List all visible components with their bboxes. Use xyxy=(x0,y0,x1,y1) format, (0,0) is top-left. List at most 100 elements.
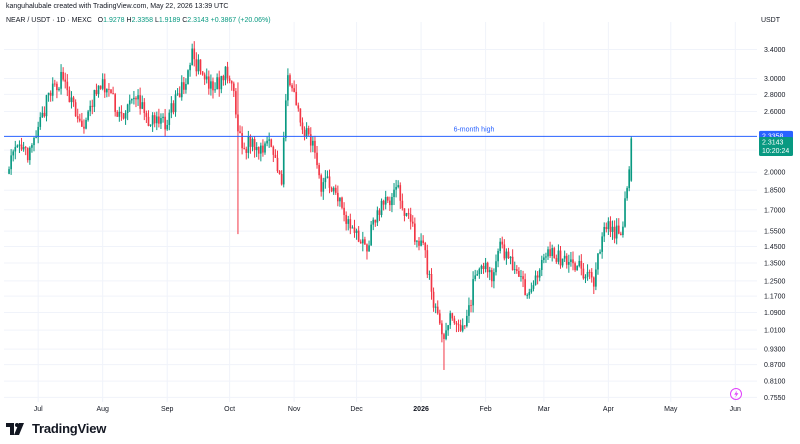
candle-body xyxy=(278,171,281,175)
candle-body xyxy=(87,111,89,120)
candle-body xyxy=(295,91,298,106)
candle-body xyxy=(41,112,44,118)
candle-body xyxy=(141,102,144,109)
candle-body xyxy=(31,145,33,148)
time-tick-label: Feb xyxy=(480,406,492,413)
candle-body xyxy=(37,126,40,138)
candle-body xyxy=(316,152,318,166)
candle-body xyxy=(359,241,362,244)
high-price-tag-text: 2.3358 xyxy=(762,133,784,140)
candle-body xyxy=(328,176,331,188)
candle-body xyxy=(513,269,516,270)
time-tick-label: May xyxy=(664,406,678,413)
time-tick-label: Dec xyxy=(350,406,363,413)
candle-body xyxy=(220,76,223,90)
lightning-icon[interactable] xyxy=(730,388,742,400)
candle-body xyxy=(58,88,60,91)
candle-body xyxy=(201,71,204,75)
candle-body xyxy=(85,119,87,129)
candle-body xyxy=(110,89,112,94)
high-line-label: 6-month high xyxy=(454,126,495,133)
candle-body xyxy=(574,263,576,271)
candle-body xyxy=(199,59,202,72)
time-tick-label: Sep xyxy=(161,406,174,413)
candle-body xyxy=(243,148,246,150)
candle-body xyxy=(64,79,67,82)
countdown-tag-text: 10:20:24 xyxy=(762,148,789,155)
candle-body xyxy=(507,251,510,259)
candle-body xyxy=(264,143,266,153)
candle-body xyxy=(582,268,585,279)
candle-body xyxy=(536,275,539,278)
candle-body xyxy=(418,240,420,246)
candle-body xyxy=(436,306,439,314)
candle-body xyxy=(222,76,225,81)
candle-body xyxy=(172,103,175,113)
candle-body xyxy=(459,324,462,331)
candle-body xyxy=(170,103,173,113)
candle-body xyxy=(441,323,443,335)
candle-body xyxy=(270,139,273,147)
candle-body xyxy=(83,126,85,129)
candle-body xyxy=(268,139,270,141)
candle-body xyxy=(78,118,81,121)
candle-body xyxy=(563,255,566,259)
candle-body xyxy=(155,116,158,124)
candle-body xyxy=(166,124,169,130)
candle-body xyxy=(24,147,27,149)
candle-body xyxy=(60,71,62,89)
candle-body xyxy=(401,200,404,209)
candle-body xyxy=(613,226,616,239)
candle-body xyxy=(478,268,481,275)
candle-body xyxy=(382,200,385,205)
candle-body xyxy=(399,185,402,201)
candle-body xyxy=(29,147,31,161)
candle-body xyxy=(280,174,283,185)
candle-body xyxy=(495,261,497,273)
tradingview-logo[interactable]: TradingView xyxy=(6,421,106,436)
candle-body xyxy=(10,155,12,170)
candle-body xyxy=(39,117,42,127)
candle-body xyxy=(349,219,352,229)
close-price-tag-text: 2.3143 xyxy=(762,139,784,146)
currency-label: USDT xyxy=(760,17,780,24)
candle-body xyxy=(547,249,549,257)
price-tick-label: 1.0100 xyxy=(764,328,786,335)
price-tick-label: 1.2500 xyxy=(764,278,786,285)
candle-body xyxy=(174,94,177,113)
candle-body xyxy=(422,240,424,243)
low-value: 1.9189 xyxy=(158,17,181,24)
candle-body xyxy=(330,187,333,192)
candle-body xyxy=(407,213,410,215)
candle-body xyxy=(262,145,264,153)
candle-body xyxy=(251,139,254,147)
candle-body xyxy=(501,241,504,245)
candle-body xyxy=(628,169,631,189)
candle-body xyxy=(189,65,191,71)
candle-body xyxy=(135,97,137,100)
candle-body xyxy=(503,244,506,259)
candle-body xyxy=(443,334,445,339)
candle-body xyxy=(405,213,408,216)
candle-body xyxy=(476,274,479,276)
candle-body xyxy=(370,224,372,246)
candle-body xyxy=(334,187,337,193)
candle-body xyxy=(332,187,335,192)
candle-body xyxy=(45,95,48,117)
candle-body xyxy=(106,88,108,93)
candle-body xyxy=(126,104,129,113)
candle-body xyxy=(455,322,458,325)
price-axis[interactable]: 3.40003.00002.80002.60002.20002.00001.85… xyxy=(764,47,786,402)
candle-body xyxy=(393,189,395,198)
candle-body xyxy=(8,169,10,174)
candle-body xyxy=(576,265,578,271)
candle-body xyxy=(43,112,46,117)
candle-body xyxy=(16,145,19,148)
time-axis[interactable]: Jul Aug Sep Oct Nov Dec 2026 Feb Mar Apr May Jun xyxy=(34,406,741,413)
candle-body xyxy=(389,200,391,206)
candle-body xyxy=(322,182,325,192)
candle-body xyxy=(149,124,152,126)
candle-body xyxy=(532,285,535,289)
candle-body xyxy=(266,140,268,144)
